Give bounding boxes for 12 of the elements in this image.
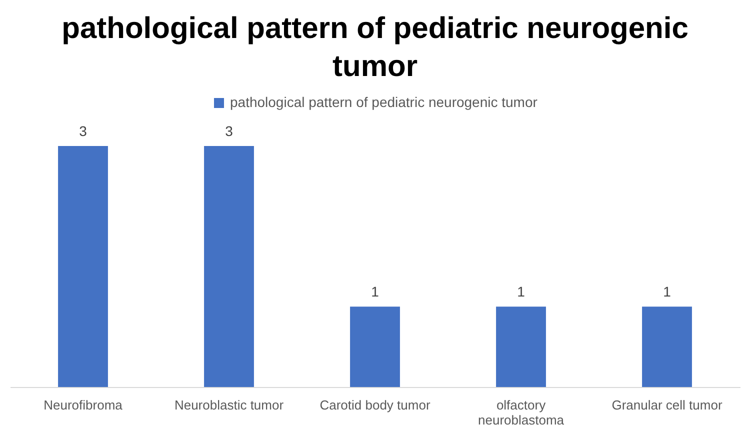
x-tick-label: Neuroblastic tumor [174,398,284,412]
data-label: 3 [225,123,234,139]
legend-label: pathological pattern of pediatric neurogenic tumor [230,94,538,110]
data-label: 1 [371,284,380,300]
data-label: 1 [517,284,526,300]
data-label: 3 [79,123,88,139]
chart-title: pathological pattern of pediatric neurogenic tumor [62,12,688,83]
x-tick-label: Granular cell tumor [612,398,723,412]
x-tick-label: Carotid body tumor [320,398,431,412]
data-label: 1 [663,284,672,300]
x-tick-label: Neurofibroma [44,398,124,412]
x-tick-label: olfactory neuroblastoma [478,398,565,428]
